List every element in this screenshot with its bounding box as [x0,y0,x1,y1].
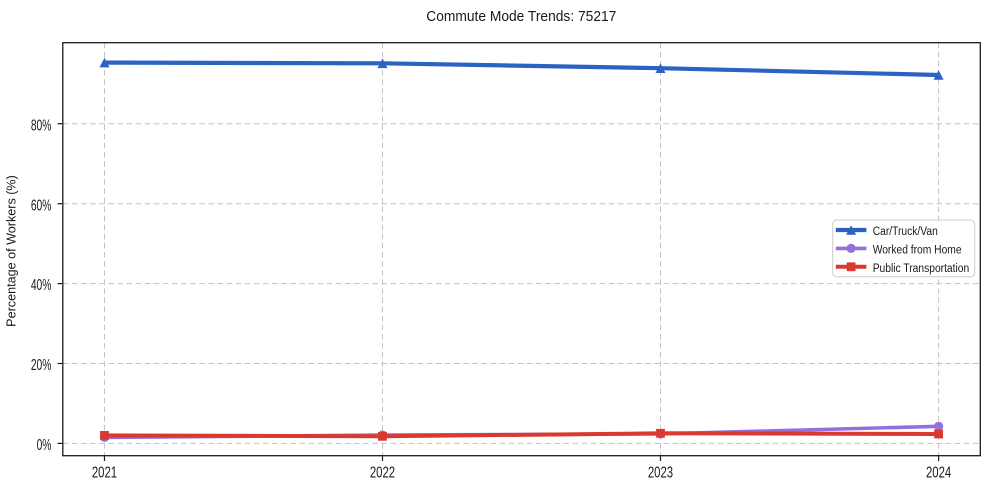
svg-text:Car/Truck/Van: Car/Truck/Van [873,225,938,238]
svg-text:2021: 2021 [92,463,117,481]
svg-text:Commute Mode Trends: 75217: Commute Mode Trends: 75217 [426,9,616,26]
svg-text:2024: 2024 [926,463,951,481]
svg-text:2022: 2022 [370,463,395,481]
svg-text:Public Transportation: Public Transportation [873,262,970,275]
svg-text:2023: 2023 [648,463,673,481]
svg-text:20%: 20% [31,356,52,374]
svg-text:0%: 0% [37,436,52,454]
svg-text:Worked from Home: Worked from Home [873,244,962,257]
svg-text:60%: 60% [31,196,52,214]
svg-text:80%: 80% [31,116,52,134]
svg-text:40%: 40% [31,276,52,294]
svg-text:Percentage of Workers (%): Percentage of Workers (%) [5,175,19,327]
